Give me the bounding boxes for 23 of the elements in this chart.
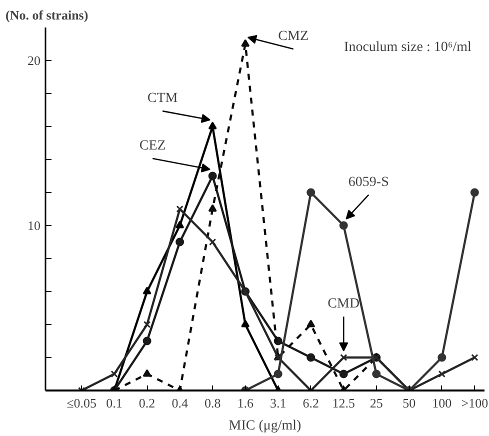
y-axis-title: (No. of strains) <box>6 8 88 22</box>
x-tick-label: 50 <box>402 396 416 410</box>
annotation: CMZ <box>278 29 309 44</box>
annotation: Inoculum size : 10⁶/ml <box>344 40 472 55</box>
x-tick-label: 0.4 <box>172 396 188 410</box>
y-tick-label: 10 <box>28 218 40 233</box>
x-tick-label: ≤0.05 <box>66 396 96 410</box>
annotation: CMD <box>328 296 360 312</box>
x-tick-label: 1.6 <box>237 396 254 410</box>
x-tick-label: >100 <box>461 396 488 410</box>
x-tick-label: 0.2 <box>138 396 156 410</box>
y-tick-label: 20 <box>28 53 40 68</box>
x-axis-title: MIC (μg/ml) <box>228 418 302 434</box>
annotation: 6059-S <box>348 174 389 190</box>
x-tick-label: 25 <box>370 396 383 410</box>
annotation: CTM <box>147 91 178 106</box>
annotation: CEZ <box>139 138 166 154</box>
x-tick-label: 100 <box>432 396 452 410</box>
x-tick-label: 3.1 <box>270 396 286 410</box>
x-tick-label: 0.8 <box>204 396 221 410</box>
x-tick-label: 0.1 <box>106 396 122 410</box>
x-tick-label: 12.5 <box>332 396 355 410</box>
x-tick-label: 6.2 <box>302 396 319 410</box>
